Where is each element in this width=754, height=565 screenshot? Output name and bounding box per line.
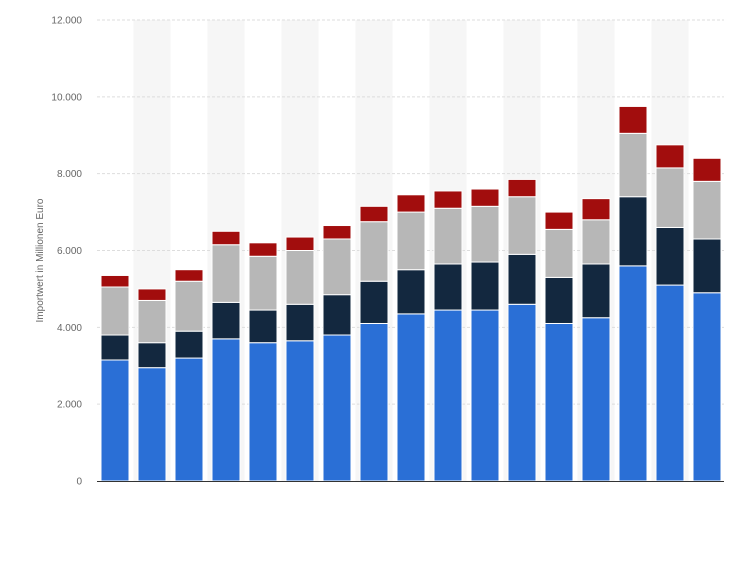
bar-segment xyxy=(507,196,537,255)
bar-segment xyxy=(618,132,648,198)
y-tick-label: 12.000 xyxy=(51,16,82,27)
bar-segment xyxy=(100,286,130,336)
bar-segment xyxy=(285,303,315,342)
bar-segment xyxy=(618,196,648,267)
bar-segment xyxy=(655,144,685,169)
bar-segment xyxy=(396,194,426,213)
bar-segment xyxy=(137,342,167,369)
bar-segment xyxy=(692,180,722,240)
bar-segment xyxy=(433,309,463,482)
bar-segment xyxy=(359,205,389,223)
bars xyxy=(100,105,722,482)
y-tick-label: 0 xyxy=(76,477,82,488)
bar-segment xyxy=(285,340,315,482)
bar-segment xyxy=(322,225,352,240)
bar-segment xyxy=(211,244,241,303)
bar-segment xyxy=(692,157,722,182)
bar-segment xyxy=(433,190,463,209)
bar-segment xyxy=(396,313,426,482)
bar-segment xyxy=(507,178,537,198)
bar-segment xyxy=(322,238,352,296)
bar-segment xyxy=(618,265,648,482)
bar-segment xyxy=(396,269,426,315)
bar-segment xyxy=(581,219,611,265)
bar-segment xyxy=(174,280,204,332)
bar-segment xyxy=(211,301,241,340)
bar-segment xyxy=(100,274,130,288)
bar-segment xyxy=(285,236,315,252)
bar-segment xyxy=(470,188,500,207)
bar-segment xyxy=(433,207,463,265)
bar-segment xyxy=(248,242,278,257)
bar-segment xyxy=(544,322,574,482)
bar-segment xyxy=(359,221,389,282)
bar-segment xyxy=(248,342,278,482)
bar-segment xyxy=(655,226,685,286)
bar-segment xyxy=(618,105,648,134)
bar-segment xyxy=(174,357,204,482)
bar-segment xyxy=(137,299,167,344)
bar-segment xyxy=(692,292,722,482)
bar-segment xyxy=(211,230,241,246)
bar-segment xyxy=(322,294,352,336)
bar-segment xyxy=(359,322,389,482)
bar-segment xyxy=(507,253,537,305)
bar-segment xyxy=(248,255,278,311)
bar-segment xyxy=(285,250,315,305)
bar-segment xyxy=(581,198,611,221)
bar-segment xyxy=(396,211,426,271)
bar-segment xyxy=(470,261,500,311)
bar-segment xyxy=(100,359,130,482)
bar-segment xyxy=(470,309,500,482)
bar-segment xyxy=(544,276,574,324)
bar-segment xyxy=(100,334,130,361)
bar-segment xyxy=(692,238,722,294)
bar-segment xyxy=(211,338,241,482)
bar-segment xyxy=(174,269,204,282)
bar-segment xyxy=(507,303,537,482)
bar-segment xyxy=(470,205,500,263)
y-tick-label: 8.000 xyxy=(57,169,82,180)
bar-segment xyxy=(433,263,463,311)
bar-segment xyxy=(137,288,167,301)
bar-segment xyxy=(248,309,278,344)
bar-segment xyxy=(137,367,167,482)
bar-segment xyxy=(322,334,352,482)
bar-segment xyxy=(544,228,574,278)
bar-segment xyxy=(655,167,685,228)
bar-segment xyxy=(359,280,389,324)
y-axis-title: Importwert in Millionen Euro xyxy=(35,198,46,322)
y-tick-label: 6.000 xyxy=(57,246,82,257)
bar-segment xyxy=(581,317,611,482)
bar-segment xyxy=(581,263,611,319)
y-tick-label: 2.000 xyxy=(57,400,82,411)
bar-segment xyxy=(174,330,204,359)
y-axis-ticks: 0 2.000 4.000 6.000 8.000 10.000 12.000 xyxy=(51,16,82,488)
bar-segment xyxy=(655,284,685,482)
bar-segment xyxy=(544,211,574,230)
y-tick-label: 4.000 xyxy=(57,323,82,334)
y-tick-label: 10.000 xyxy=(51,92,82,103)
